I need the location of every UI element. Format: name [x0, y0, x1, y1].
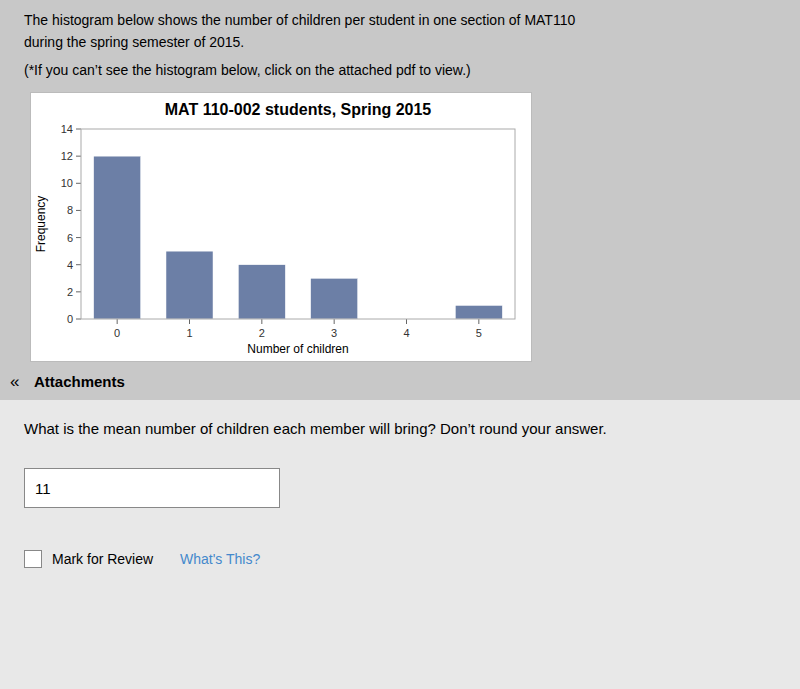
bar	[166, 251, 213, 319]
y-tick	[76, 264, 81, 265]
x-tick	[478, 319, 479, 324]
y-tick	[76, 210, 81, 211]
attachments[interactable]: Attachments	[34, 373, 125, 390]
y-tick-label: 14	[61, 123, 73, 135]
y-tick-label: 8	[67, 204, 73, 216]
bar	[238, 265, 285, 319]
attachments-icon[interactable]: «	[10, 372, 19, 392]
y-tick	[76, 129, 81, 130]
intro-text: (*If you can’t see the histogram below, …	[24, 62, 471, 78]
y-tick	[76, 291, 81, 292]
y-tick-label: 2	[67, 286, 73, 298]
chart-title: MAT 110-002 students, Spring 2015	[165, 101, 432, 118]
bars	[94, 156, 503, 319]
y-tick	[76, 156, 81, 157]
x-tick	[334, 319, 335, 324]
y-tick	[76, 319, 81, 320]
answer: 11	[35, 480, 51, 497]
chart-box: MAT 110-002 students, Spring 20150246810…	[30, 92, 532, 362]
intro-text: during the spring semester of 2015.	[24, 34, 244, 50]
bar	[311, 278, 358, 319]
mark-review: Mark for Review	[52, 551, 153, 567]
x-tick	[406, 319, 407, 324]
y-axis-label: Frequency	[34, 196, 48, 253]
review-checkbox[interactable]	[24, 550, 42, 568]
x-tick-label: 4	[403, 327, 409, 339]
x-tick	[117, 319, 118, 324]
page: The histogram below shows the number of …	[0, 0, 800, 689]
x-tick-label: 5	[476, 327, 482, 339]
bar	[94, 156, 141, 319]
y-tick-label: 10	[61, 177, 73, 189]
y-tick-label: 6	[67, 232, 73, 244]
y-tick	[76, 183, 81, 184]
whats-this[interactable]: What's This?	[180, 551, 260, 567]
x-tick-label: 1	[186, 327, 192, 339]
plot-frame	[81, 129, 515, 319]
chart: MAT 110-002 students, Spring 20150246810…	[31, 93, 531, 361]
answer-box[interactable]: 11	[24, 468, 280, 508]
top-panel: The histogram below shows the number of …	[0, 0, 800, 400]
y-tick-label: 0	[67, 313, 73, 325]
x-tick-label: 0	[114, 327, 120, 339]
question: What is the mean number of children each…	[24, 420, 607, 437]
x-axis-label: Number of children	[247, 342, 348, 356]
y-tick-label: 12	[61, 150, 73, 162]
intro-text: The histogram below shows the number of …	[24, 12, 575, 28]
x-tick	[189, 319, 190, 324]
bottom-panel: What is the mean number of children each…	[0, 400, 800, 689]
y-tick-label: 4	[67, 259, 73, 271]
x-tick	[261, 319, 262, 324]
x-tick-label: 2	[259, 327, 265, 339]
x-tick-label: 3	[331, 327, 337, 339]
y-tick	[76, 237, 81, 238]
bar	[455, 305, 502, 319]
